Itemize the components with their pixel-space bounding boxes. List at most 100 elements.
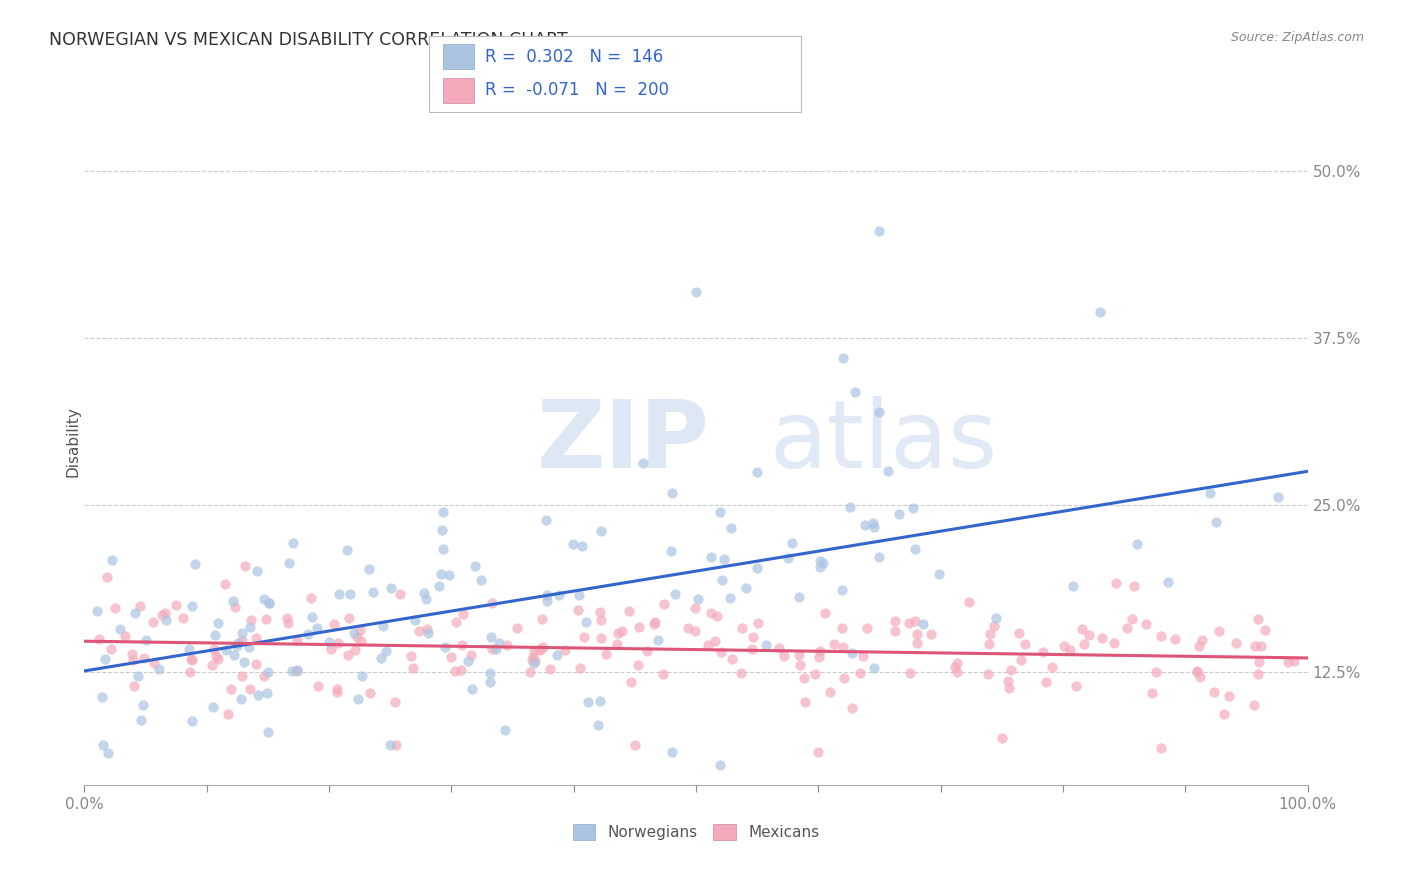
Point [998, 681, 1021, 696]
Point [568, 588, 591, 602]
Point [838, 500, 860, 515]
Point [444, 664, 467, 678]
Point [217, 707, 239, 722]
Point [685, 601, 707, 615]
Point [898, 665, 921, 680]
Point [285, 664, 308, 678]
Point [747, 616, 769, 631]
Point [257, 596, 280, 610]
Point [617, 604, 640, 618]
Point [644, 615, 666, 630]
Point [1126, 537, 1149, 551]
Point [710, 573, 733, 587]
Point [709, 504, 731, 518]
Point [1189, 670, 1212, 684]
Point [523, 654, 546, 668]
Point [946, 665, 969, 679]
Point [337, 611, 360, 625]
Point [536, 594, 558, 608]
Point [713, 552, 735, 566]
Point [991, 731, 1014, 746]
Point [233, 559, 256, 574]
Point [831, 620, 853, 634]
Point [1135, 617, 1157, 632]
Point [219, 681, 242, 696]
Point [207, 651, 229, 665]
Point [529, 642, 551, 657]
Point [832, 671, 855, 685]
Point [108, 622, 131, 636]
Point [479, 665, 502, 680]
Point [529, 643, 551, 657]
Point [430, 524, 453, 538]
Point [607, 626, 630, 640]
Point [883, 614, 905, 628]
Point [546, 648, 568, 663]
Point [831, 582, 853, 597]
Point [700, 549, 723, 564]
Point [868, 549, 890, 564]
Point [177, 642, 200, 657]
Point [803, 667, 825, 681]
Text: ZIP: ZIP [537, 395, 710, 488]
Point [1191, 632, 1213, 647]
Point [343, 643, 366, 657]
Point [285, 663, 308, 677]
Point [523, 657, 546, 671]
Point [350, 633, 373, 648]
Point [257, 665, 280, 679]
Point [439, 649, 461, 664]
Point [363, 585, 385, 599]
Point [245, 631, 267, 645]
Point [239, 620, 262, 634]
Point [685, 285, 707, 299]
Point [703, 634, 725, 648]
Point [127, 669, 149, 683]
Point [721, 652, 744, 666]
Point [773, 649, 796, 664]
Point [404, 614, 426, 628]
Point [1250, 640, 1272, 654]
Point [1032, 645, 1054, 659]
Point [479, 675, 502, 690]
Point [380, 738, 402, 752]
Point [1116, 621, 1139, 635]
Point [533, 640, 555, 654]
Point [427, 579, 450, 593]
Point [730, 666, 752, 681]
Point [214, 577, 236, 591]
Point [114, 629, 136, 643]
Point [416, 622, 439, 636]
Y-axis label: Disability: Disability [66, 406, 80, 477]
Point [631, 456, 654, 470]
Point [807, 745, 830, 759]
Point [238, 681, 260, 696]
Point [1059, 642, 1081, 657]
Point [576, 695, 599, 709]
Point [432, 505, 454, 519]
Point [253, 591, 276, 606]
Point [591, 631, 613, 645]
Point [1205, 515, 1227, 529]
Point [1150, 740, 1173, 755]
Point [945, 656, 967, 670]
Point [534, 513, 557, 527]
Point [132, 650, 155, 665]
Point [142, 615, 165, 630]
Point [1185, 664, 1208, 678]
Point [1121, 612, 1143, 626]
Point [997, 673, 1019, 688]
Point [831, 351, 853, 366]
Point [793, 671, 815, 685]
Point [984, 611, 1007, 625]
Point [148, 662, 170, 676]
Point [347, 692, 370, 706]
Point [359, 561, 381, 575]
Point [470, 573, 492, 587]
Point [620, 675, 643, 690]
Point [180, 652, 202, 666]
Point [91, 690, 114, 705]
Point [538, 662, 561, 676]
Point [643, 616, 665, 631]
Point [297, 627, 319, 641]
